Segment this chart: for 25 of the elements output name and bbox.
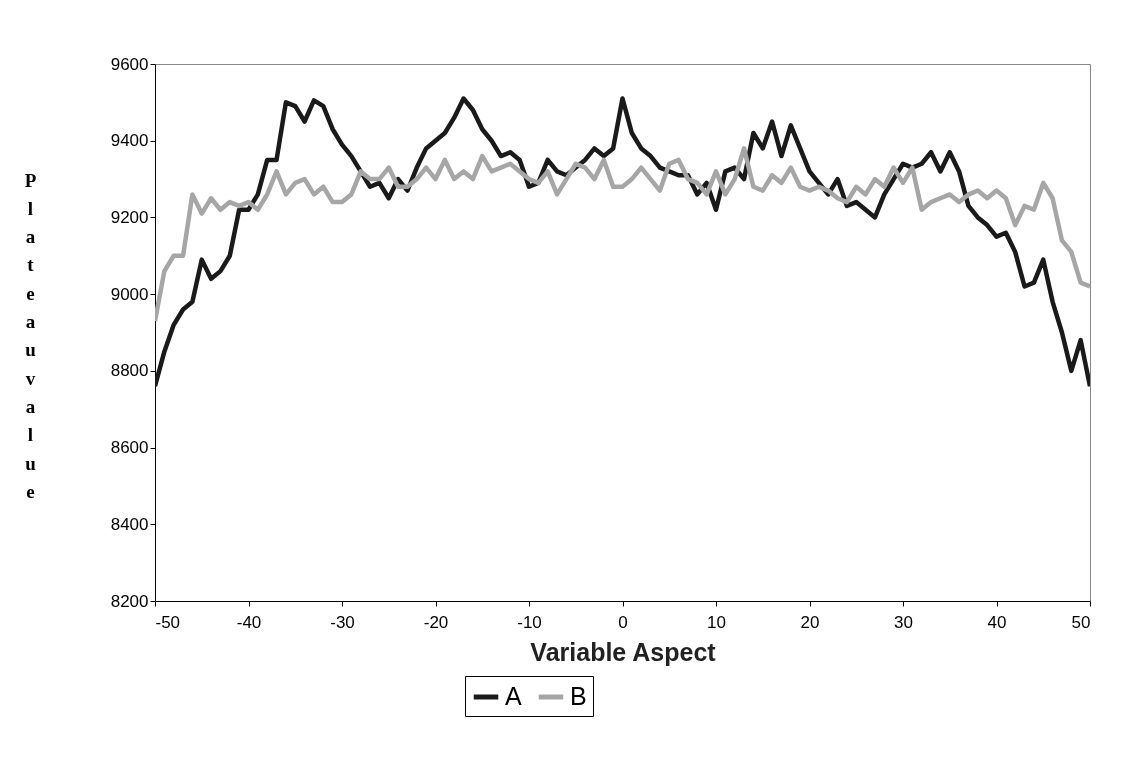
x-tick-label: -10	[517, 612, 542, 632]
text: Plateau value	[24, 169, 37, 502]
legend-label: B	[570, 682, 587, 710]
x-tick-label: 50	[1071, 612, 1091, 632]
x-tick-label: 0	[618, 612, 628, 632]
y-tick-label: 8400	[110, 514, 149, 534]
y-tick-label: 8200	[110, 591, 149, 611]
line-series	[155, 146, 1090, 324]
y-tick-label: 9600	[110, 54, 149, 74]
x-tick-label: -40	[236, 612, 262, 632]
legend-label: A	[505, 682, 522, 710]
y-tick-label: 8800	[110, 361, 149, 381]
x-tick-label: -30	[330, 612, 355, 632]
x-tick-label: 40	[987, 612, 1007, 632]
y-tick-label: 8600	[110, 438, 149, 458]
y-tick-label: 9200	[110, 207, 149, 227]
y-tick-label: 9000	[110, 284, 149, 304]
x-tick-label: 10	[707, 612, 726, 632]
line-series	[155, 96, 1090, 389]
x-axis-title: Variable Aspect	[530, 637, 717, 666]
x-tick-label: -20	[423, 612, 449, 632]
y-tick-label: 9400	[110, 131, 149, 151]
x-tick-label: 20	[800, 612, 820, 632]
x-tick-label: 30	[894, 612, 913, 632]
x-tick-label: -50	[155, 612, 181, 632]
